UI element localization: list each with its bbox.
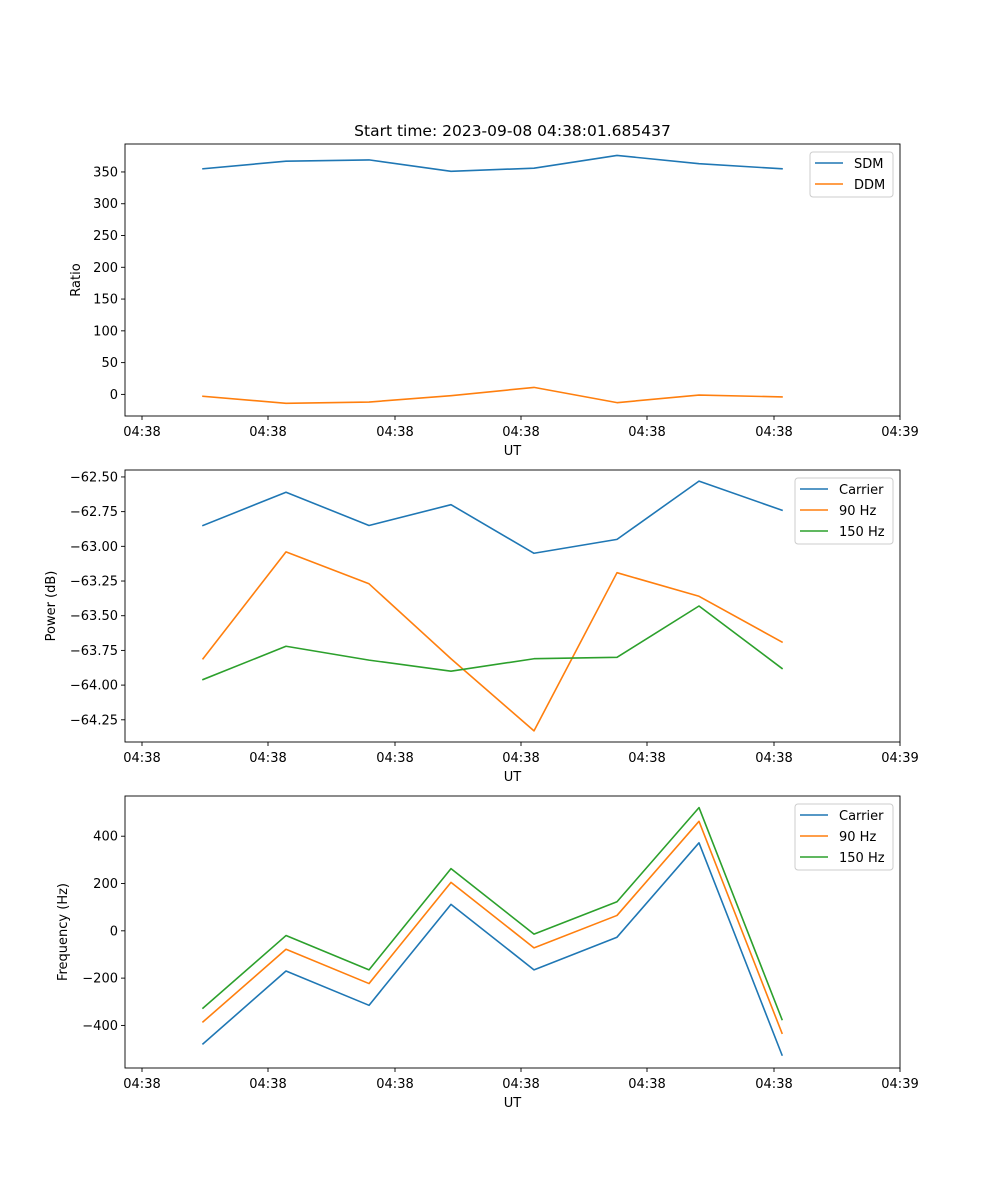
x-tick-label: 04:38 (249, 751, 286, 766)
legend-label: SDM (854, 157, 883, 172)
y-tick-label: 300 (93, 197, 118, 212)
series-line-90-hz (201, 820, 784, 1035)
legend-label: Carrier (839, 483, 884, 498)
panel-3: −400 −200 0 200 400 04:38 04:38 04:38 04:38 04:38… (56, 795, 919, 1111)
y-tick-label: −200 (82, 972, 118, 987)
axes-frame (124, 143, 901, 417)
legend-box (794, 803, 894, 871)
x-tick-label: 04:38 (376, 751, 413, 766)
series-line-sdm (202, 154, 783, 173)
x-tick-label: 04:39 (881, 1077, 918, 1092)
y-tick-label: 100 (93, 324, 118, 339)
legend: Carrier 90 Hz 150 Hz (794, 477, 894, 545)
y-tick-label: −63.75 (70, 644, 118, 659)
x-tick-label: 04:38 (502, 751, 539, 766)
x-tick-label: 04:38 (376, 425, 413, 440)
y-tick-label: −400 (82, 1019, 118, 1034)
y-tick-label: 0 (110, 388, 118, 403)
x-tick-label: 04:38 (755, 1077, 792, 1092)
y-tick-label: −63.25 (70, 575, 118, 590)
y-tick-label: −63.00 (70, 540, 118, 555)
x-tick-label: 04:38 (628, 751, 665, 766)
y-tick-label: 400 (93, 830, 118, 845)
y-tick-label: 50 (101, 356, 118, 371)
panels: 0 50 100 150 200 250 300 350 04:38 04:38 04:38 04:3… (44, 143, 919, 1111)
axes-frame (124, 795, 901, 1069)
y-tick-label: 0 (110, 924, 118, 939)
legend-label: 90 Hz (839, 504, 876, 519)
series-line-carrier (201, 480, 784, 555)
x-axis-label: UT (504, 444, 522, 459)
y-axis-label: Frequency (Hz) (56, 883, 71, 981)
x-axis-label: UT (504, 770, 522, 785)
x-axis-label: UT (504, 1096, 522, 1111)
y-tick-label: 200 (93, 877, 118, 892)
x-tick-label: 04:38 (123, 1077, 160, 1092)
x-tick-label: 04:38 (123, 751, 160, 766)
axes-frame (124, 469, 901, 743)
panel-1: 0 50 100 150 200 250 300 350 04:38 04:38 04:38 04:3… (69, 143, 919, 459)
y-tick-label: −63.50 (70, 609, 118, 624)
y-tick-label: −64.25 (70, 713, 118, 728)
panel-2: −64.25 −64.00 −63.75 −63.50 −63.25 −63.00 −62.… (44, 469, 919, 785)
x-tick-label: 04:38 (376, 1077, 413, 1092)
series-line-ddm (202, 386, 783, 405)
x-tick-label: 04:38 (123, 425, 160, 440)
series-line-carrier (201, 842, 784, 1057)
x-tick-label: 04:38 (755, 751, 792, 766)
x-tick-label: 04:38 (502, 1077, 539, 1092)
series-line-150-hz (201, 806, 784, 1021)
series-line-150-hz (201, 605, 784, 681)
y-tick-label: −62.75 (70, 505, 118, 520)
y-tick-label: −62.50 (70, 470, 118, 485)
x-tick-label: 04:38 (249, 425, 286, 440)
x-tick-label: 04:38 (628, 1077, 665, 1092)
legend-label: Carrier (839, 809, 884, 824)
y-axis-label: Power (dB) (44, 571, 59, 642)
y-tick-label: −64.00 (70, 679, 118, 694)
legend-label: 150 Hz (839, 851, 885, 866)
x-tick-label: 04:38 (249, 1077, 286, 1092)
x-tick-label: 04:38 (628, 425, 665, 440)
legend: SDM DDM (809, 151, 894, 198)
y-tick-label: 350 (93, 165, 118, 180)
x-tick-label: 04:39 (881, 425, 918, 440)
legend-box (794, 477, 894, 545)
y-axis-label: Ratio (69, 263, 84, 296)
legend-label: 90 Hz (839, 830, 876, 845)
series-line-90-hz (201, 551, 784, 732)
y-tick-label: 200 (93, 261, 118, 276)
x-tick-label: 04:39 (881, 751, 918, 766)
x-tick-label: 04:38 (502, 425, 539, 440)
y-tick-label: 150 (93, 293, 118, 308)
legend-label: 150 Hz (839, 525, 885, 540)
chart-title: Start time: 2023-09-08 04:38:01.685437 (354, 122, 671, 140)
legend: Carrier 90 Hz 150 Hz (794, 803, 894, 871)
legend-label: DDM (854, 178, 885, 193)
x-tick-label: 04:38 (755, 425, 792, 440)
y-tick-label: 250 (93, 229, 118, 244)
